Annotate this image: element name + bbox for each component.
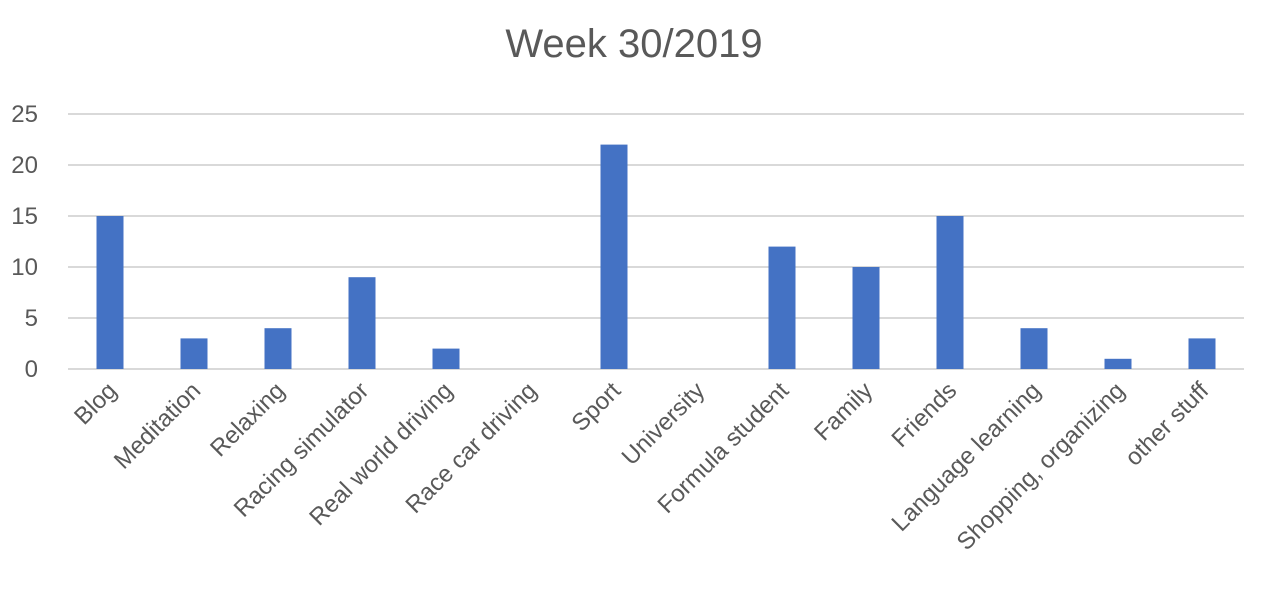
bar-meditation — [180, 338, 208, 369]
chart-title: Week 30/2019 — [505, 22, 762, 66]
bar-other-stuff — [1188, 338, 1216, 369]
y-tick-label: 15 — [11, 203, 38, 230]
x-tick-label: Sport — [567, 377, 627, 437]
x-tick-label: Shopping, organizing — [952, 377, 1131, 556]
y-tick-label: 0 — [25, 356, 38, 383]
bar-real-world-driving — [432, 348, 460, 369]
bars — [96, 144, 1216, 369]
x-tick-label: Relaxing — [205, 377, 290, 462]
bar-sport — [600, 144, 628, 369]
y-tick-label: 25 — [11, 101, 38, 128]
x-tick-label: Meditation — [109, 377, 206, 474]
bar-family — [852, 267, 880, 369]
x-tick-label: Real world driving — [304, 377, 458, 531]
bar-relaxing — [264, 328, 292, 369]
gridlines — [68, 113, 1244, 370]
y-tick-label: 10 — [11, 254, 38, 281]
x-tick-label: Family — [809, 377, 878, 446]
x-tick-label: Blog — [69, 377, 122, 430]
bar-blog — [96, 216, 124, 369]
x-tick-label: Language learning — [887, 377, 1047, 537]
y-tick-label: 5 — [25, 305, 38, 332]
bar-formula-student — [768, 246, 796, 369]
x-tick-label: other stuff — [1120, 377, 1214, 471]
x-tick-label: Friends — [887, 377, 963, 453]
bar-friends — [936, 216, 964, 369]
bar-language-learning — [1020, 328, 1048, 369]
y-tick-label: 20 — [11, 152, 38, 179]
y-axis-ticks: 0 5 10 15 20 25 — [11, 101, 38, 383]
bar-racing-simulator — [348, 277, 376, 369]
bar-shopping-organizing — [1104, 358, 1132, 369]
